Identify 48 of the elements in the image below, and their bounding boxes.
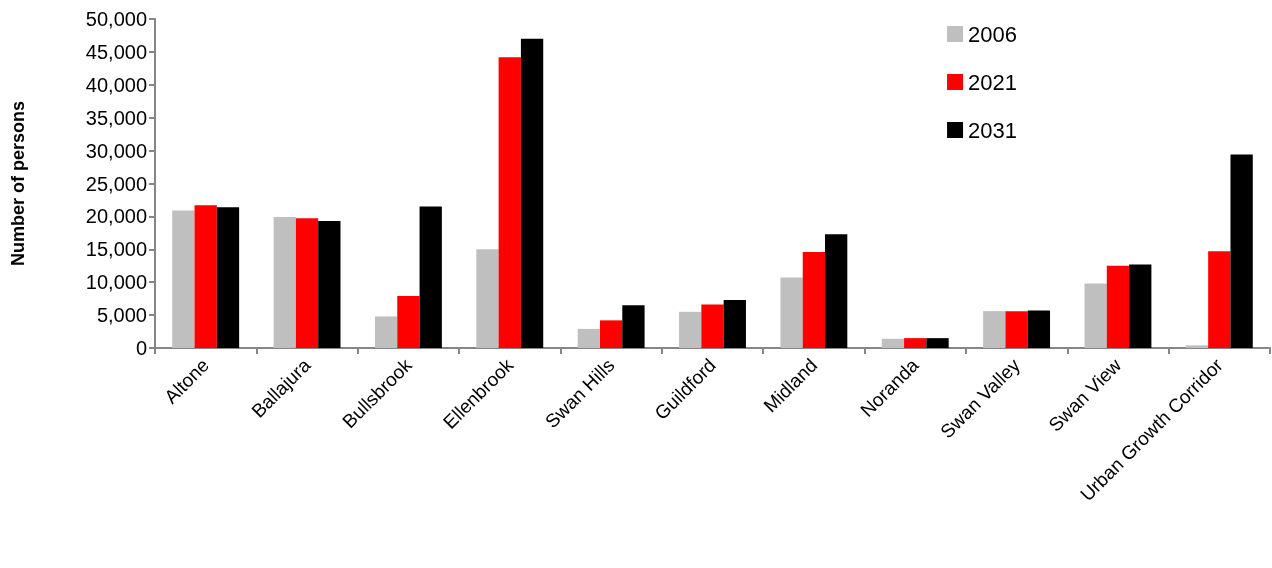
bar [273, 217, 296, 348]
bar [723, 299, 746, 348]
y-tick-label: 0 [135, 337, 147, 359]
y-tick-label: 20,000 [85, 205, 147, 228]
bar [904, 338, 927, 348]
bar [295, 218, 319, 348]
bar [1129, 264, 1152, 348]
y-tick-label: 35,000 [85, 106, 147, 129]
bar [1084, 283, 1107, 348]
y-tick-label: 5,000 [96, 304, 147, 327]
legend-label: 2021 [968, 69, 1018, 95]
bar [1005, 311, 1028, 348]
bar [780, 277, 803, 348]
bar [1185, 345, 1209, 348]
bar [577, 328, 600, 348]
y-tick-label: 45,000 [85, 40, 147, 63]
bar [599, 320, 623, 348]
bar [498, 57, 521, 348]
y-tick-label: 10,000 [85, 271, 147, 294]
bar [622, 305, 645, 348]
legend-label: 2006 [968, 21, 1018, 47]
bar [419, 206, 442, 348]
bar [172, 210, 195, 348]
bar [374, 316, 398, 348]
bar [983, 311, 1006, 348]
y-tick-label: 15,000 [85, 238, 147, 261]
legend-label: 2031 [968, 117, 1018, 143]
bar [1027, 310, 1051, 348]
bar [216, 207, 240, 348]
bar [701, 304, 724, 348]
bar [1106, 265, 1130, 348]
bar [802, 251, 826, 348]
bar [825, 234, 848, 348]
bar [881, 338, 905, 348]
bar [194, 205, 217, 348]
y-axis-title: Number of persons [8, 100, 28, 267]
y-tick-label: 25,000 [85, 172, 147, 195]
bar [520, 38, 544, 348]
bar [1208, 251, 1231, 348]
bar [476, 249, 499, 348]
y-tick-label: 30,000 [85, 139, 147, 162]
bar [318, 221, 341, 348]
y-tick-label: 40,000 [85, 73, 147, 96]
bar [1230, 154, 1253, 348]
bar [679, 311, 702, 348]
y-tick-label: 50,000 [85, 8, 147, 30]
bar [397, 296, 420, 348]
bar [926, 338, 949, 348]
